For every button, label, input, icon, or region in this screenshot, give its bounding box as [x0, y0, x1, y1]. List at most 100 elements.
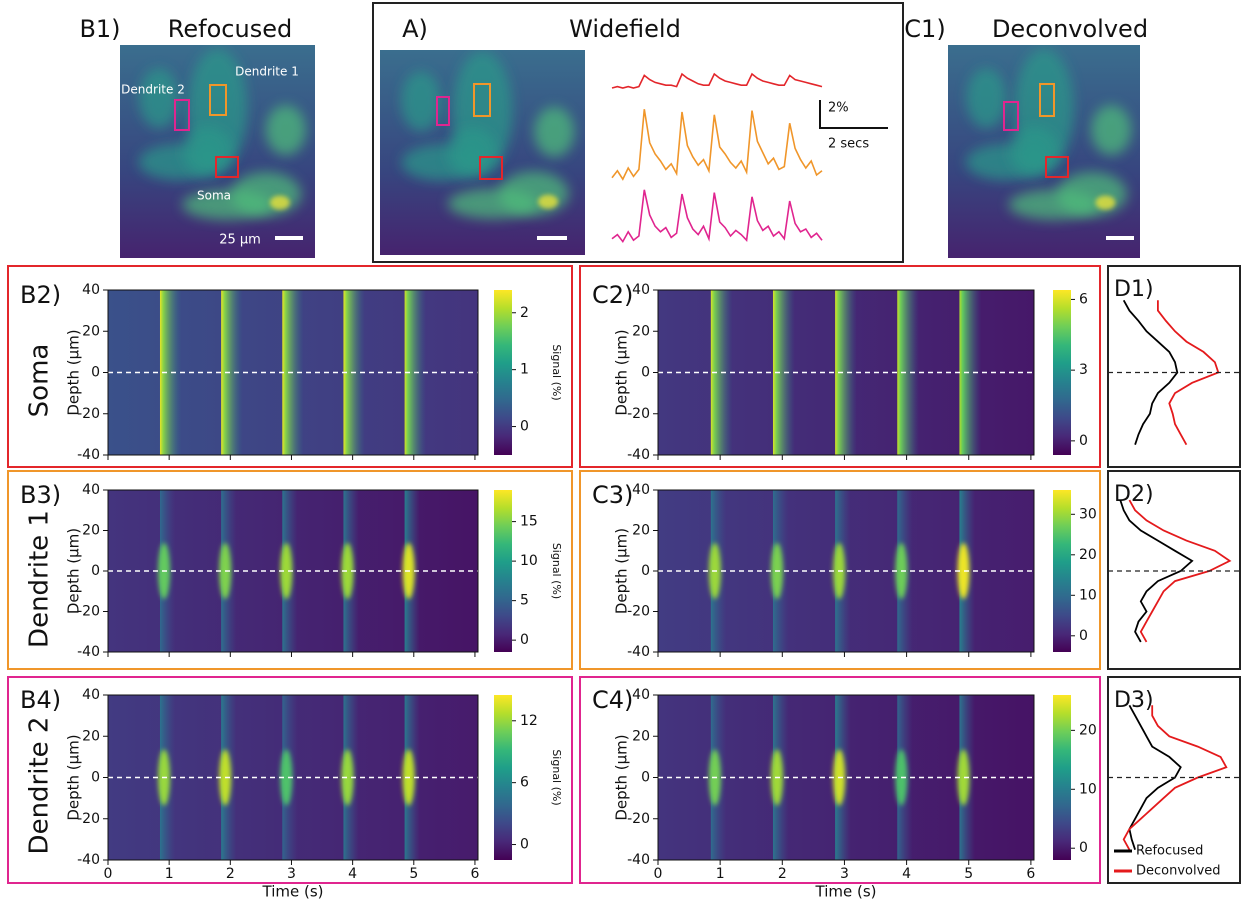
- colorbar: [494, 290, 512, 455]
- event-band: [221, 290, 243, 455]
- annotation: Dendrite 2: [121, 83, 185, 97]
- image-structure: [1009, 126, 1060, 177]
- image-structure: [401, 71, 441, 132]
- colorbar: [494, 490, 512, 652]
- roi-box: [174, 99, 190, 131]
- panel-frame: [7, 470, 573, 670]
- image-structure: [1008, 189, 1099, 220]
- roi-box: [209, 84, 227, 116]
- y-tick-label: -40: [77, 447, 100, 463]
- image-content: [138, 48, 306, 220]
- panel-title: Widefield: [569, 15, 681, 43]
- scale-label: 2 secs: [828, 137, 869, 152]
- trace-line: [611, 189, 823, 244]
- trace-scale-bar: [819, 100, 888, 129]
- panel-label: C2): [592, 281, 633, 309]
- heatmap: [658, 695, 1034, 860]
- trace-line: [611, 109, 823, 181]
- image-content: [965, 48, 1132, 220]
- panel-frame: [579, 265, 1101, 468]
- image-hotspot: [1095, 195, 1116, 210]
- trace-line: [611, 72, 823, 89]
- y-tick-label: 20: [82, 728, 100, 744]
- y-tick-label: 40: [632, 482, 650, 498]
- colorbar-tick-label: 20: [1079, 722, 1097, 738]
- panel-frame: [579, 470, 1101, 670]
- y-tick-label: 40: [632, 687, 650, 703]
- row-label: Dendrite 1: [25, 510, 55, 648]
- x-tick-label: 1: [165, 866, 174, 882]
- event-peak: [957, 749, 970, 806]
- colorbar-tick-label: 12: [520, 713, 538, 729]
- x-tick-label: 3: [840, 866, 849, 882]
- panel-label: C1): [904, 15, 945, 43]
- y-tick-label: -20: [77, 406, 100, 422]
- roi-box: [215, 156, 239, 178]
- y-axis-label: Depth (µm): [65, 528, 83, 614]
- y-tick-label: -20: [627, 604, 650, 620]
- y-tick-label: 0: [91, 365, 100, 381]
- legend-label: Refocused: [1136, 844, 1203, 859]
- panel-label: B2): [20, 281, 61, 309]
- panel-label: D2): [1114, 482, 1154, 507]
- y-tick-label: 20: [82, 323, 100, 339]
- y-tick-label: 20: [632, 323, 650, 339]
- y-tick-label: 40: [82, 687, 100, 703]
- roi-box: [1003, 101, 1019, 131]
- colorbar-tick-label: 10: [1079, 781, 1097, 797]
- y-axis-label: Depth (µm): [65, 329, 83, 415]
- image-structure: [182, 189, 273, 220]
- y-tick-label: -40: [77, 852, 100, 868]
- panel-label: B3): [20, 481, 61, 509]
- roi-box: [479, 156, 503, 180]
- colorbar: [1053, 290, 1071, 455]
- panel-label: B1): [79, 15, 120, 43]
- image-structure: [447, 127, 498, 178]
- d1-frame: [1107, 265, 1241, 468]
- panel-frame: [579, 676, 1101, 884]
- legend-label: Deconvolved: [1136, 864, 1221, 879]
- y-tick-label: 0: [641, 365, 650, 381]
- x-tick-label: 2: [778, 866, 787, 882]
- y-tick-label: 0: [641, 770, 650, 786]
- scale-label: 2%: [828, 101, 849, 116]
- y-tick-label: -40: [627, 852, 650, 868]
- colorbar-tick-label: 3: [1079, 362, 1088, 378]
- panel-frame: [7, 676, 573, 884]
- y-tick-label: -20: [627, 811, 650, 827]
- colorbar-tick-label: 1: [520, 362, 529, 378]
- image-structure: [534, 107, 575, 157]
- colorbar-tick-label: 6: [520, 775, 529, 791]
- y-tick-label: -20: [77, 811, 100, 827]
- event-peak: [280, 749, 293, 806]
- y-tick-label: 20: [632, 728, 650, 744]
- scale-bar-label: 25 µm: [219, 233, 261, 248]
- d3-frame: [1107, 676, 1241, 884]
- x-tick-label: 3: [287, 866, 296, 882]
- colorbar-tick-label: 30: [1079, 506, 1097, 522]
- y-tick-label: -40: [627, 447, 650, 463]
- annotation: Dendrite 1: [235, 65, 299, 79]
- y-tick-label: 40: [82, 482, 100, 498]
- y-axis-label: Depth (µm): [613, 329, 631, 415]
- image-structure: [447, 188, 538, 219]
- roi-box: [1045, 156, 1069, 178]
- roi-box: [1039, 83, 1055, 117]
- image-structure: [966, 68, 1007, 129]
- event-peak: [341, 543, 354, 599]
- image-structure: [1091, 105, 1132, 156]
- panel-label: D3): [1114, 688, 1154, 713]
- colorbar: [1053, 490, 1071, 652]
- panel-title: Refocused: [168, 15, 292, 43]
- x-axis-label: Time (s): [262, 883, 324, 901]
- event-band: [159, 290, 182, 455]
- event-band: [959, 290, 982, 455]
- y-tick-label: 40: [82, 282, 100, 298]
- event-peak: [341, 749, 354, 806]
- event-band: [835, 290, 857, 455]
- y-axis-label: Depth (µm): [613, 528, 631, 614]
- colorbar-tick-label: 20: [1079, 547, 1097, 563]
- x-tick-label: 6: [1026, 866, 1035, 882]
- colorbar-tick-label: 0: [520, 632, 529, 648]
